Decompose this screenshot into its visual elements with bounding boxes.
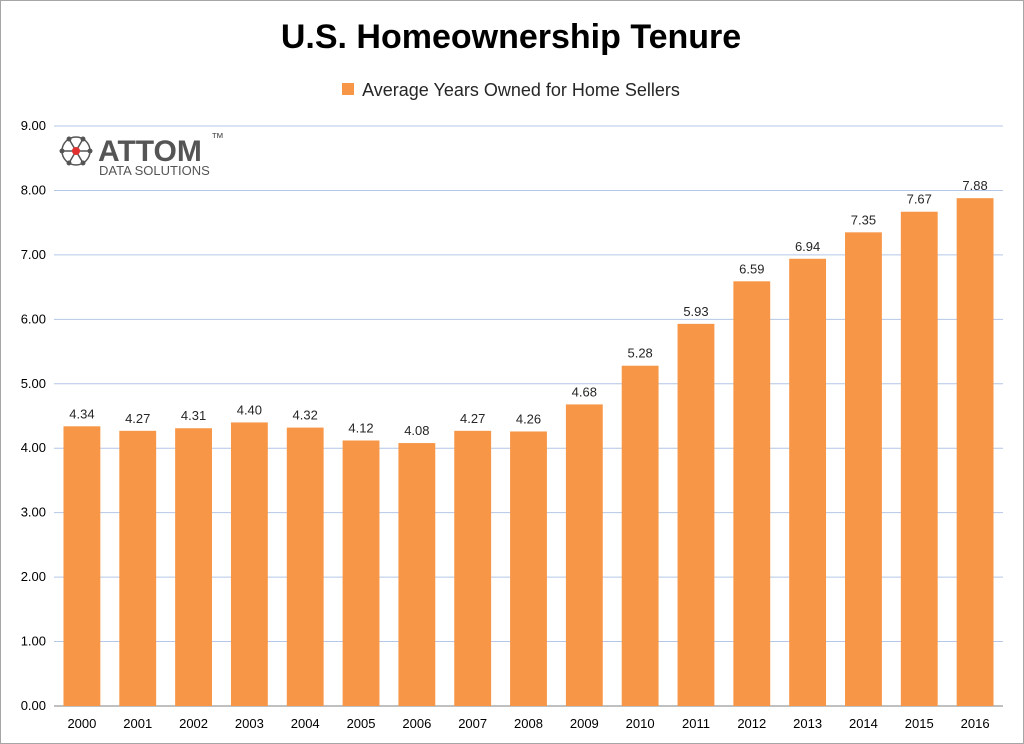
bar [510,431,547,706]
bar [398,443,436,706]
x-tick-label: 2000 [67,716,96,731]
x-tick-label: 2006 [402,716,431,731]
logo-trademark: ™ [211,130,224,145]
x-tick-label: 2001 [123,716,152,731]
data-label: 4.34 [69,406,94,421]
x-tick-label: 2016 [961,716,990,731]
bar [175,428,212,706]
data-label: 4.32 [293,408,318,423]
bar [63,426,101,706]
x-tick-label: 2002 [179,716,208,731]
bar [956,198,994,706]
x-tick-label: 2004 [291,716,320,731]
data-label: 4.68 [572,384,597,399]
chart-legend: Average Years Owned for Home Sellers [0,80,1022,101]
data-label: 4.08 [404,423,429,438]
bar [230,422,268,706]
x-tick-label: 2003 [235,716,264,731]
y-tick-label: 7.00 [21,247,46,262]
bar [733,281,771,706]
bar [900,211,938,706]
network-icon [59,136,93,166]
y-tick-label: 1.00 [21,634,46,649]
logo-wordmark: ATTOM [98,135,202,168]
y-tick-label: 9.00 [21,118,46,133]
data-label: 5.28 [627,346,652,361]
data-label: 4.27 [125,411,150,426]
x-tick-label: 2015 [905,716,934,731]
x-tick-label: 2013 [793,716,822,731]
y-tick-label: 5.00 [21,376,46,391]
bar [119,430,157,706]
x-tick-label: 2012 [737,716,766,731]
data-label: 4.12 [348,420,373,435]
x-tick-label: 2005 [347,716,376,731]
bar [286,427,324,706]
x-tick-label: 2008 [514,716,543,731]
data-label: 6.94 [795,239,820,254]
data-label: 7.88 [962,178,987,193]
y-tick-label: 2.00 [21,569,46,584]
bar [621,365,659,706]
legend-swatch [342,83,355,95]
bar [845,232,882,707]
bar [342,440,380,706]
logo-tagline: DATA SOLUTIONS [99,163,210,178]
y-tick-label: 6.00 [21,311,46,326]
attom-logo: ATTOM ™ DATA SOLUTIONS [59,130,224,178]
y-tick-label: 0.00 [21,698,46,713]
bar [789,258,827,706]
x-tick-label: 2007 [458,716,487,731]
bar [565,404,603,706]
data-label: 7.35 [851,212,876,227]
data-label: 5.93 [683,304,708,319]
chart-title: U.S. Homeownership Tenure [280,18,742,56]
bar [454,430,492,706]
y-tick-label: 4.00 [21,440,46,455]
x-tick-label: 2011 [682,716,710,731]
legend-label: Average Years Owned for Home Sellers [362,80,680,100]
y-tick-label: 3.00 [21,505,46,520]
x-tick-label: 2010 [626,716,655,731]
x-tick-label: 2014 [849,716,878,731]
data-label: 6.59 [739,261,764,276]
data-label: 7.67 [907,192,932,207]
data-label: 4.31 [181,408,206,423]
data-label: 4.26 [516,411,541,426]
y-tick-label: 8.00 [21,182,46,197]
bar [677,323,715,706]
x-tick-label: 2009 [570,716,599,731]
data-label: 4.27 [460,411,485,426]
data-label: 4.40 [237,402,262,417]
